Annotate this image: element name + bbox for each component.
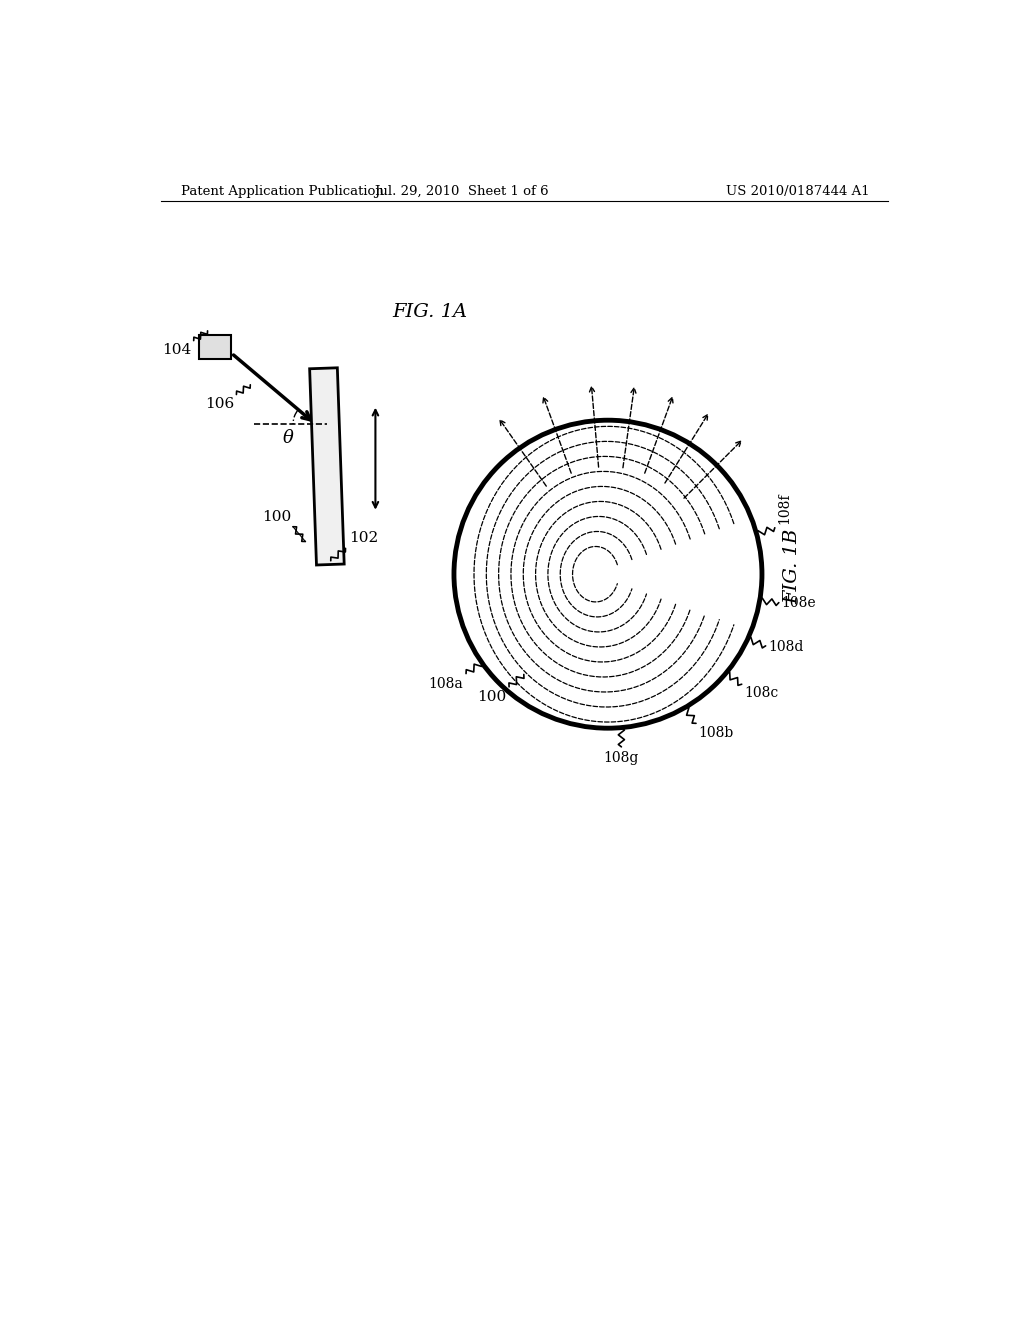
- Text: θ: θ: [283, 429, 294, 447]
- Text: 108c: 108c: [744, 686, 778, 700]
- Text: FIG. 1B: FIG. 1B: [783, 529, 802, 605]
- Text: 108g: 108g: [604, 751, 639, 764]
- Text: 108d: 108d: [768, 640, 803, 655]
- Text: 108e: 108e: [781, 595, 816, 610]
- Text: 104: 104: [162, 343, 191, 356]
- Text: 102: 102: [349, 531, 379, 545]
- Text: 108a: 108a: [428, 677, 463, 690]
- Text: 100: 100: [477, 690, 506, 704]
- Bar: [199, 335, 231, 359]
- Text: Jul. 29, 2010  Sheet 1 of 6: Jul. 29, 2010 Sheet 1 of 6: [375, 185, 549, 198]
- Text: 108f: 108f: [777, 492, 792, 524]
- Bar: [309, 368, 344, 565]
- Text: Patent Application Publication: Patent Application Publication: [180, 185, 383, 198]
- Text: 100: 100: [262, 510, 292, 524]
- Text: US 2010/0187444 A1: US 2010/0187444 A1: [726, 185, 869, 198]
- Text: 106: 106: [205, 397, 234, 411]
- Text: FIG. 1A: FIG. 1A: [392, 304, 468, 321]
- Text: 108b: 108b: [698, 726, 733, 739]
